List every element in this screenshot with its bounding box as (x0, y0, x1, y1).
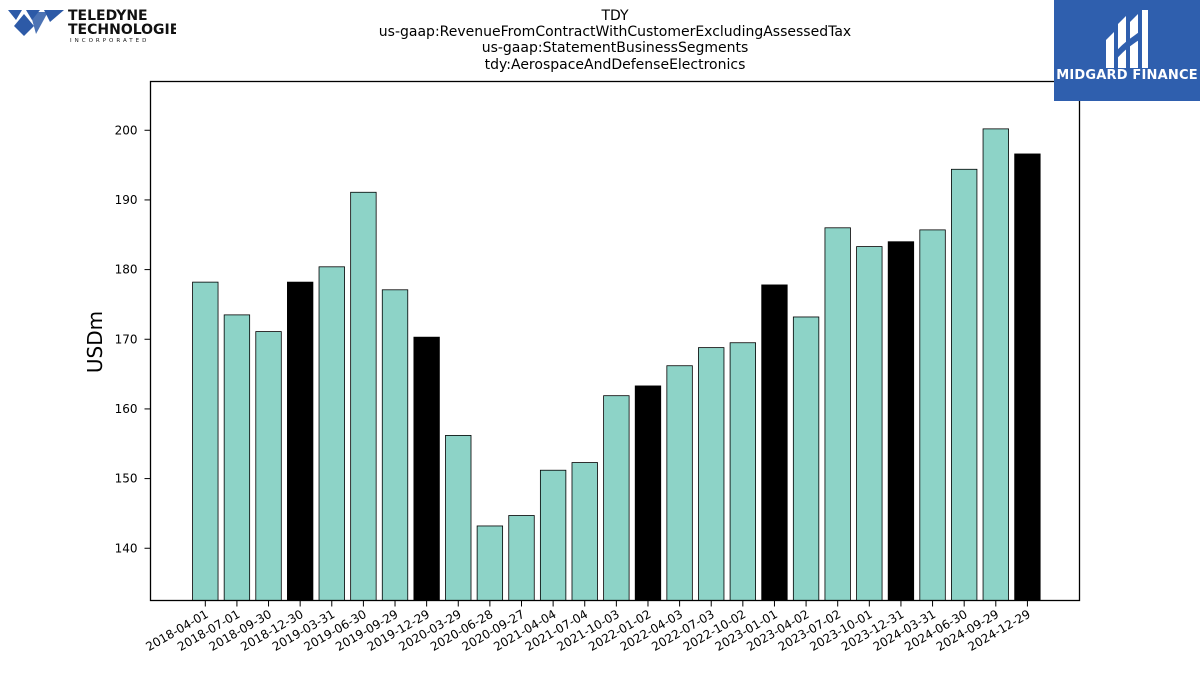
bar-2021-07-04 (571, 462, 598, 601)
y-tick-label: 200 (115, 123, 138, 137)
logo-line-3: INCORPORATED (70, 38, 149, 44)
bar-2022-10-02 (729, 342, 756, 601)
bar-2021-10-03 (603, 395, 630, 601)
title-concept: us-gaap:RevenueFromContractWithCustomerE… (379, 24, 851, 40)
title-axis: us-gaap:StatementBusinessSegments (482, 40, 749, 56)
midgard-logo-icon (1106, 10, 1148, 68)
logo-line-2: TECHNOLOGIES (68, 22, 176, 38)
logo-line-1: TELEDYNE (68, 8, 148, 24)
title-ticker: TDY (600, 8, 629, 24)
bar-2020-06-28 (476, 525, 504, 601)
x-axis: 2018-04-012018-07-012018-09-302018-12-30… (143, 600, 1033, 654)
bar-2019-09-29 (381, 289, 409, 601)
bar-2018-07-01 (223, 314, 251, 601)
bar-2022-04-03 (666, 365, 693, 601)
bar-2023-07-02 (824, 227, 851, 601)
bar-2019-06-30 (350, 191, 377, 601)
y-tick-label: 170 (115, 332, 138, 346)
bar-2021-04-04 (539, 469, 567, 601)
chart-title: TDY us-gaap:RevenueFromContractWithCusto… (379, 8, 851, 73)
bar-2024-09-29 (982, 128, 1009, 601)
bar-2018-12-30 (287, 281, 314, 601)
y-axis: 140 150 160 170 180 190 200 (115, 123, 151, 555)
bar-2019-03-31 (318, 266, 345, 601)
y-tick-label: 160 (115, 402, 138, 416)
bar-2023-12-31 (887, 241, 915, 601)
bar-2024-03-31 (919, 229, 946, 601)
y-axis-label: USDm (83, 311, 107, 373)
bar-2023-10-01 (856, 246, 883, 601)
bar-2024-06-30 (951, 168, 978, 601)
bar-2022-01-02 (634, 385, 662, 601)
bar-2020-03-29 (445, 434, 472, 601)
y-tick-label: 140 (115, 541, 138, 555)
bar-2018-04-01 (192, 281, 219, 601)
bars-group (192, 128, 1041, 601)
plot-frame (149, 80, 1081, 602)
y-tick-label: 190 (115, 193, 138, 207)
bar-2024-12-29 (1014, 153, 1041, 601)
bar-2019-12-29 (413, 336, 440, 601)
title-member: tdy:AerospaceAndDefenseElectronics (485, 57, 746, 73)
brand-watermark: MIDGARD FINANCE (1054, 0, 1200, 101)
y-tick-label: 180 (115, 263, 138, 277)
bar-2020-09-27 (508, 515, 535, 601)
teledyne-logo-icon: TELEDYNE TECHNOLOGIES INCORPORATED (8, 8, 189, 44)
bar-2023-04-02 (792, 316, 820, 601)
bar-2023-01-01 (761, 284, 788, 601)
company-logo: TELEDYNE TECHNOLOGIES INCORPORATED (6, 6, 189, 46)
bar-2022-07-03 (698, 347, 725, 601)
y-tick-label: 150 (115, 472, 138, 486)
bar-2018-09-30 (255, 331, 282, 601)
brand-name: MIDGARD FINANCE (1056, 68, 1198, 83)
